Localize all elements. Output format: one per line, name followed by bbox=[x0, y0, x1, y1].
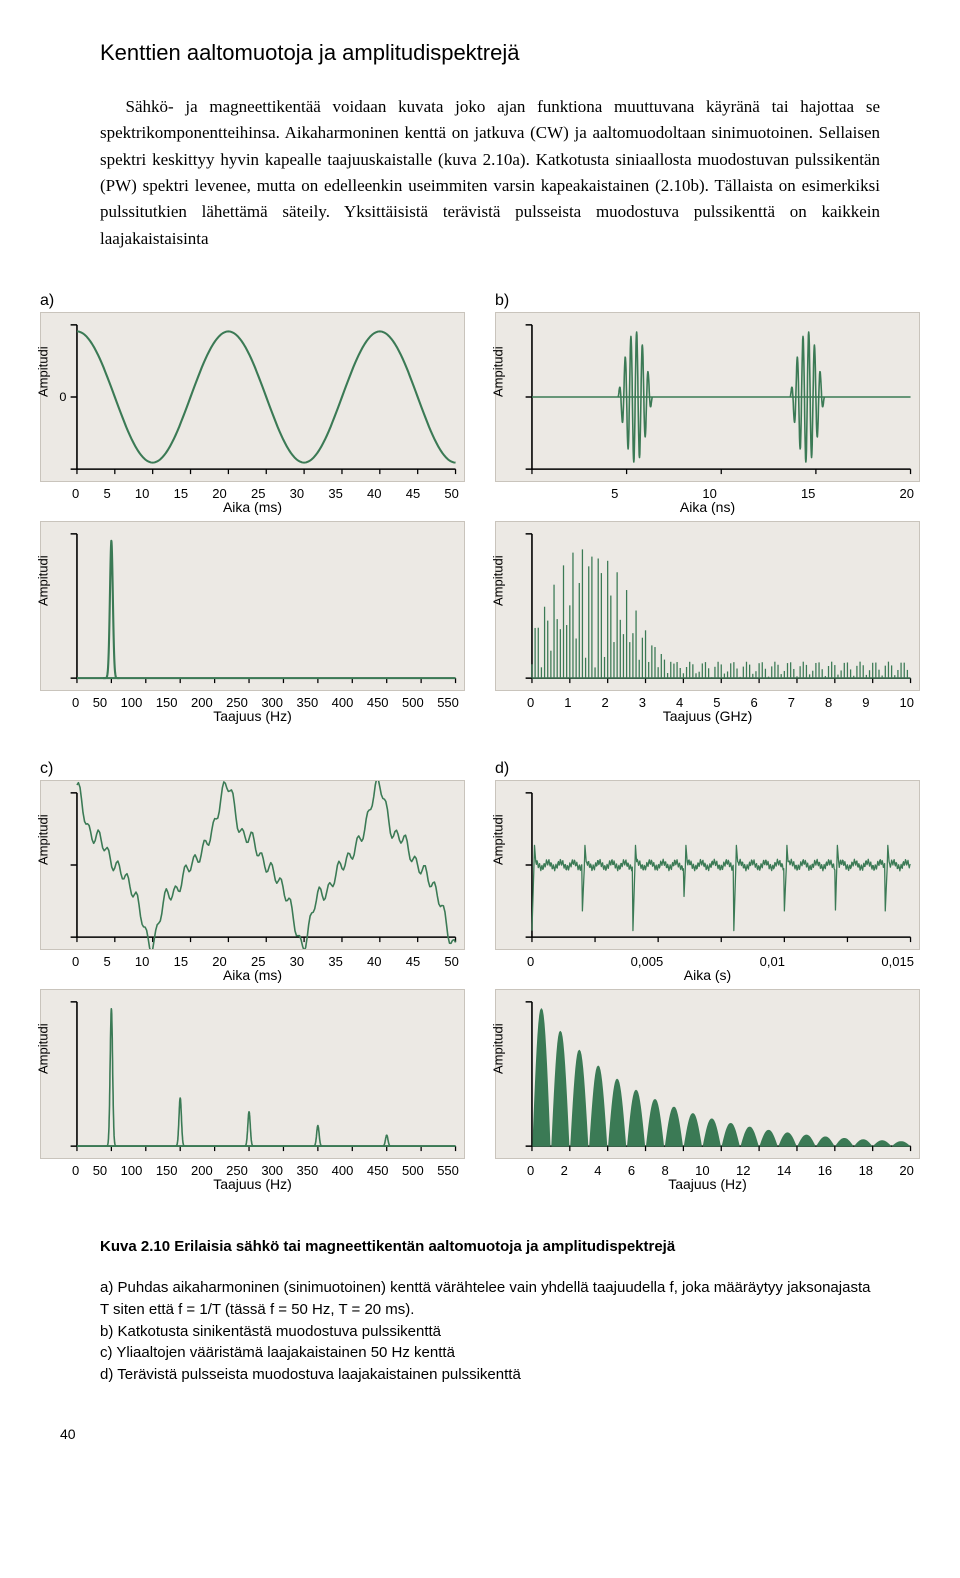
note-d: d) Terävistä pulsseista muodostuva laaja… bbox=[100, 1364, 880, 1386]
xlabel: Aika (s) bbox=[495, 967, 920, 983]
panel-label-a: a) bbox=[40, 292, 465, 310]
ylabel: Ampitudi bbox=[36, 346, 51, 397]
xlabel: Aika (ns) bbox=[495, 499, 920, 515]
xlabel: Taajuus (Hz) bbox=[40, 1176, 465, 1192]
panel-d-top: Ampitudi bbox=[495, 780, 920, 950]
panel-a-top: Ampitudi0 bbox=[40, 312, 465, 482]
page-number: 40 bbox=[60, 1426, 880, 1442]
panel-a-bottom: Ampitudi bbox=[40, 521, 465, 691]
panel-label-b: b) bbox=[495, 292, 920, 310]
panel-b-bottom: Ampitudi bbox=[495, 521, 920, 691]
figure-notes: a) Puhdas aikaharmoninen (sinimuotoinen)… bbox=[100, 1277, 880, 1386]
note-b: b) Katkotusta sinikentästä muodostuva pu… bbox=[100, 1321, 880, 1343]
ylabel: Ampitudi bbox=[491, 814, 506, 865]
quadrant-c: c) Ampitudi 05101520253035404550 Aika (m… bbox=[40, 760, 465, 1198]
xlabel: Aika (ms) bbox=[40, 967, 465, 983]
panel-label-d: d) bbox=[495, 760, 920, 778]
panel-b-top: Ampitudi bbox=[495, 312, 920, 482]
xlabel: Taajuus (Hz) bbox=[495, 1176, 920, 1192]
ylabel: Ampitudi bbox=[36, 814, 51, 865]
panel-c-top: Ampitudi bbox=[40, 780, 465, 950]
chart-grid: a) Ampitudi0 05101520253035404550 Aika (… bbox=[40, 292, 920, 1198]
ylabel: Ampitudi bbox=[491, 1023, 506, 1074]
note-c: c) Yliaaltojen vääristämä laajakaistaine… bbox=[100, 1342, 880, 1364]
ylabel: Ampitudi bbox=[491, 555, 506, 606]
xlabel: Aika (ms) bbox=[40, 499, 465, 515]
intro-paragraph: Sähkö- ja magneettikentää voidaan kuvata… bbox=[100, 94, 880, 252]
svg-text:0: 0 bbox=[59, 390, 66, 404]
note-a: a) Puhdas aikaharmoninen (sinimuotoinen)… bbox=[100, 1277, 880, 1321]
ylabel: Ampitudi bbox=[36, 555, 51, 606]
ylabel: Ampitudi bbox=[491, 346, 506, 397]
quadrant-b: b) Ampitudi 5101520 Aika (ns) Ampitudi 0… bbox=[495, 292, 920, 730]
xlabel: Taajuus (GHz) bbox=[495, 708, 920, 724]
ylabel: Ampitudi bbox=[36, 1023, 51, 1074]
figure-caption: Kuva 2.10 Erilaisia sähkö tai magneettik… bbox=[100, 1238, 880, 1255]
quadrant-a: a) Ampitudi0 05101520253035404550 Aika (… bbox=[40, 292, 465, 730]
page-title: Kenttien aaltomuotoja ja amplitudispektr… bbox=[100, 40, 880, 66]
xlabel: Taajuus (Hz) bbox=[40, 708, 465, 724]
panel-label-c: c) bbox=[40, 760, 465, 778]
panel-c-bottom: Ampitudi bbox=[40, 989, 465, 1159]
quadrant-d: d) Ampitudi 00,0050,010,015 Aika (s) Amp… bbox=[495, 760, 920, 1198]
panel-d-bottom: Ampitudi bbox=[495, 989, 920, 1159]
